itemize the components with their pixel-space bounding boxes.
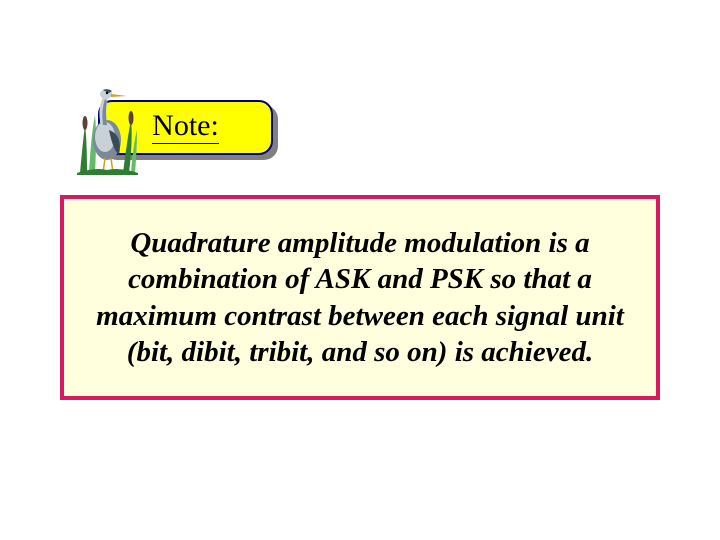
heron-clipart-icon <box>75 85 140 175</box>
content-box: Quadrature amplitude modulation is a com… <box>60 195 660 400</box>
content-text: Quadrature amplitude modulation is a com… <box>76 225 644 370</box>
slide: Note: Quadrature amplitude modulation is… <box>0 0 720 540</box>
note-label: Note: <box>152 111 219 144</box>
